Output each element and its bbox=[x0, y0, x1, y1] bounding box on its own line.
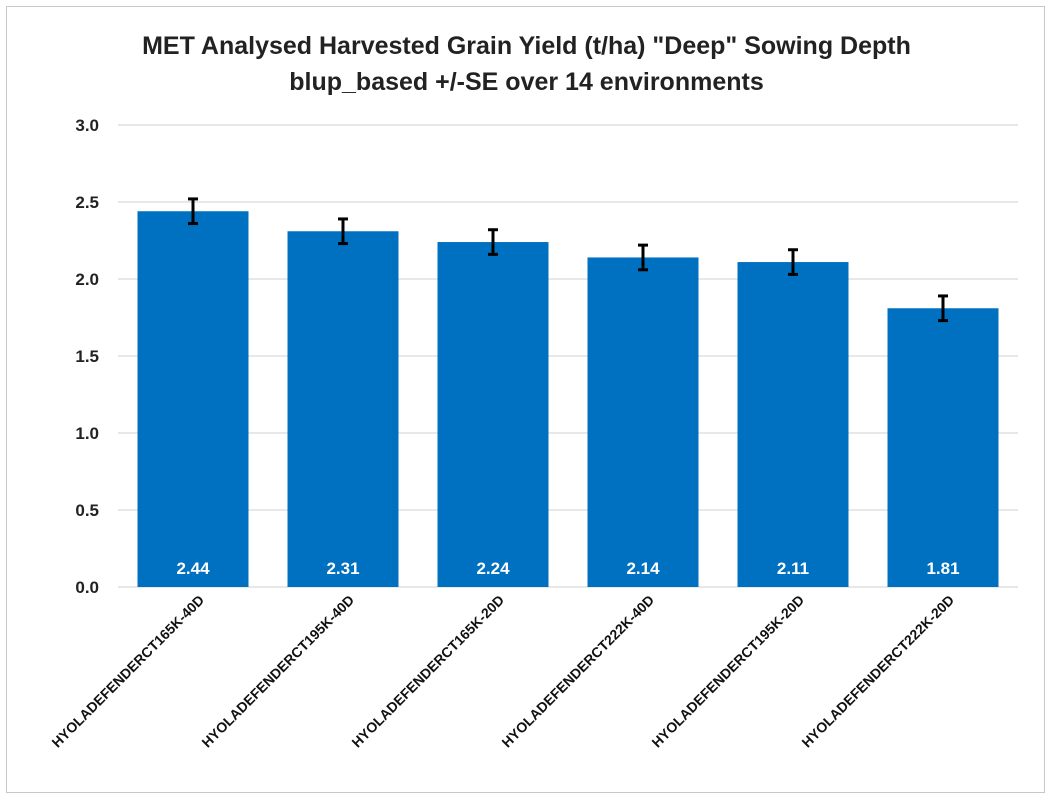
y-tick-label: 0.5 bbox=[75, 501, 99, 520]
x-axis-categories: HYOLADEFENDERCT165K-40DHYOLADEFENDERCT19… bbox=[48, 592, 957, 751]
error-bar bbox=[188, 197, 198, 226]
bar bbox=[737, 262, 849, 587]
category-label: HYOLADEFENDERCT195K-20D bbox=[648, 592, 807, 751]
error-bar bbox=[788, 248, 798, 276]
chart-title-block: MET Analysed Harvested Grain Yield (t/ha… bbox=[0, 28, 1053, 100]
error-bar bbox=[938, 294, 948, 323]
category-label: HYOLADEFENDERCT165K-20D bbox=[348, 592, 507, 751]
category-label: HYOLADEFENDERCT165K-40D bbox=[48, 592, 207, 751]
bar bbox=[287, 231, 399, 587]
y-tick-label: 2.0 bbox=[75, 270, 99, 289]
error-bars bbox=[188, 197, 948, 323]
bar bbox=[437, 242, 549, 588]
data-labels: 2.44 2.31 2.24 2.14 2.11 1.81 bbox=[176, 559, 959, 578]
data-label: 1.81 bbox=[926, 559, 959, 578]
y-tick-label: 1.0 bbox=[75, 424, 99, 443]
gridlines bbox=[118, 124, 1018, 588]
category-label: HYOLADEFENDERCT222K-40D bbox=[498, 592, 657, 751]
data-label: 2.44 bbox=[176, 559, 210, 578]
error-bar bbox=[488, 228, 498, 256]
y-tick-label: 2.5 bbox=[75, 193, 99, 212]
bar bbox=[887, 308, 999, 587]
data-label: 2.14 bbox=[626, 559, 660, 578]
y-tick-label: 3.0 bbox=[75, 116, 99, 135]
data-label: 2.24 bbox=[476, 559, 510, 578]
bars bbox=[137, 211, 999, 588]
chart-title: MET Analysed Harvested Grain Yield (t/ha… bbox=[142, 32, 911, 60]
error-bar bbox=[638, 243, 648, 272]
error-bar bbox=[338, 217, 348, 246]
bar bbox=[137, 211, 249, 588]
chart-subtitle: blup_based +/-SE over 14 environments bbox=[289, 68, 764, 96]
y-axis-ticks: 0.0 0.5 1.0 1.5 2.0 2.5 3.0 bbox=[75, 116, 99, 597]
category-label: HYOLADEFENDERCT195K-40D bbox=[198, 592, 357, 751]
y-tick-label: 0.0 bbox=[75, 578, 99, 597]
bar bbox=[587, 257, 699, 587]
data-label: 2.31 bbox=[326, 559, 359, 578]
category-label: HYOLADEFENDERCT222K-20D bbox=[798, 592, 957, 751]
y-tick-label: 1.5 bbox=[75, 347, 99, 366]
data-label: 2.11 bbox=[777, 559, 809, 578]
